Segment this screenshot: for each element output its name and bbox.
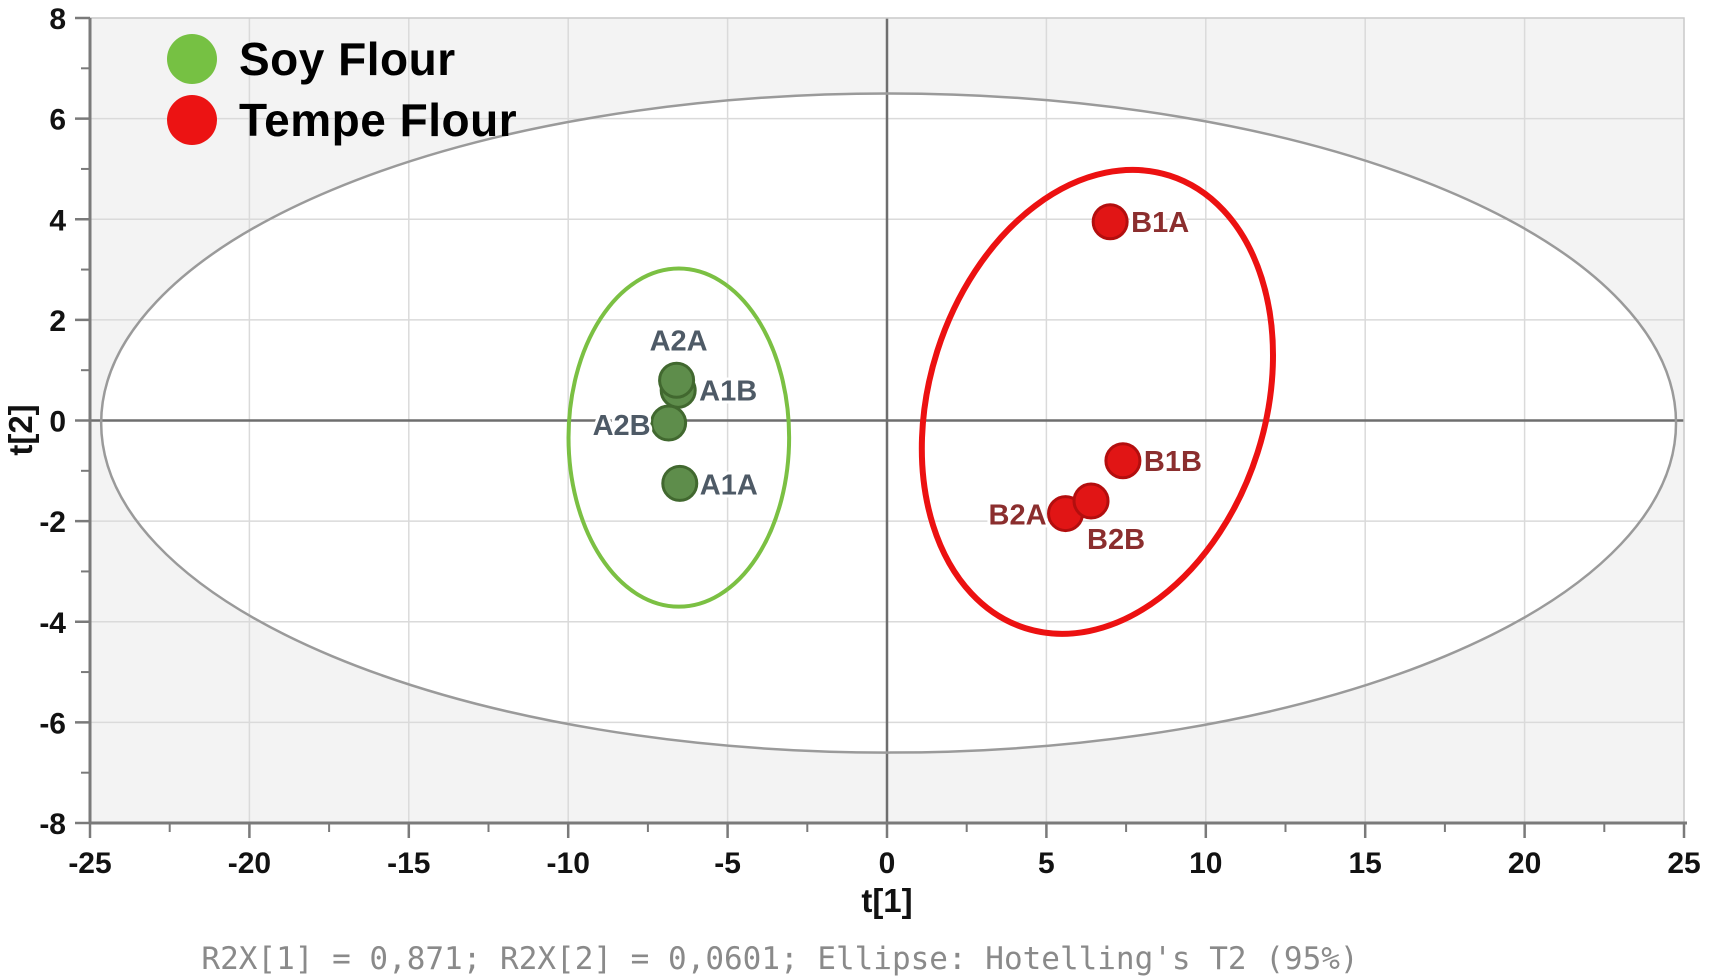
soy-flour-label: Soy Flour [239,33,456,85]
tempe-flour-swatch-icon [167,95,217,145]
tempe-flour-label: Tempe Flour [239,94,518,146]
soy-cluster-ellipse [566,266,792,609]
point-label-a1b: A1B [699,375,757,407]
x-tick-label--15: -15 [387,847,430,880]
point-label-b2b: B2B [1087,524,1145,556]
x-tick-label-10: 10 [1189,847,1222,880]
point-b2b [1072,482,1110,520]
y-tick-label-6: 6 [49,104,66,137]
y-tick-label-4: 4 [49,204,66,237]
y-tick-label--2: -2 [39,506,66,539]
x-tick-label--20: -20 [228,847,271,880]
x-axis-title: t[1] [861,882,913,919]
tempe-cluster-ellipse [918,166,1276,637]
y-tick-label-2: 2 [49,305,66,338]
y-tick-label-8: 8 [49,3,66,36]
point-label-b1b: B1B [1144,446,1202,478]
legend: Soy Flour Tempe Flour [167,33,517,146]
point-label-b2a: B2A [989,500,1047,532]
legend-item-soy-flour: Soy Flour [167,33,517,85]
point-b1b [1104,442,1142,480]
legend-item-tempe-flour: Tempe Flour [167,94,517,146]
point-label-a2a: A2A [650,325,708,357]
point-label-a2b: A2B [593,410,651,442]
hotelling-t2-95-ellipse [99,92,1678,754]
point-label-b1a: B1A [1131,207,1189,239]
hotelling-ellipse-fill [101,93,1677,753]
x-tick-label--25: -25 [68,847,111,880]
x-tick-label-0: 0 [879,847,896,880]
point-a2a [658,361,696,399]
y-axis-title: t[2] [2,404,39,456]
soy-flour-swatch-icon [167,34,217,84]
y-tick-label--6: -6 [39,707,66,740]
y-tick-label-0: 0 [49,406,66,439]
x-tick-label-20: 20 [1508,847,1541,880]
point-a1a [661,464,699,502]
x-tick-label-5: 5 [1038,847,1055,880]
model-statistics-caption: R2X[1] = 0,871; R2X[2] = 0,0601; Ellipse… [201,941,1359,977]
y-tick-label--4: -4 [39,607,66,640]
y-tick-label--8: -8 [39,808,66,841]
x-tick-label--5: -5 [714,847,741,880]
point-a2b [650,404,688,442]
x-tick-label-15: 15 [1349,847,1382,880]
point-b1a [1091,203,1129,241]
x-tick-label-25: 25 [1667,847,1700,880]
point-label-a1a: A1A [700,469,758,501]
x-tick-label--10: -10 [547,847,590,880]
